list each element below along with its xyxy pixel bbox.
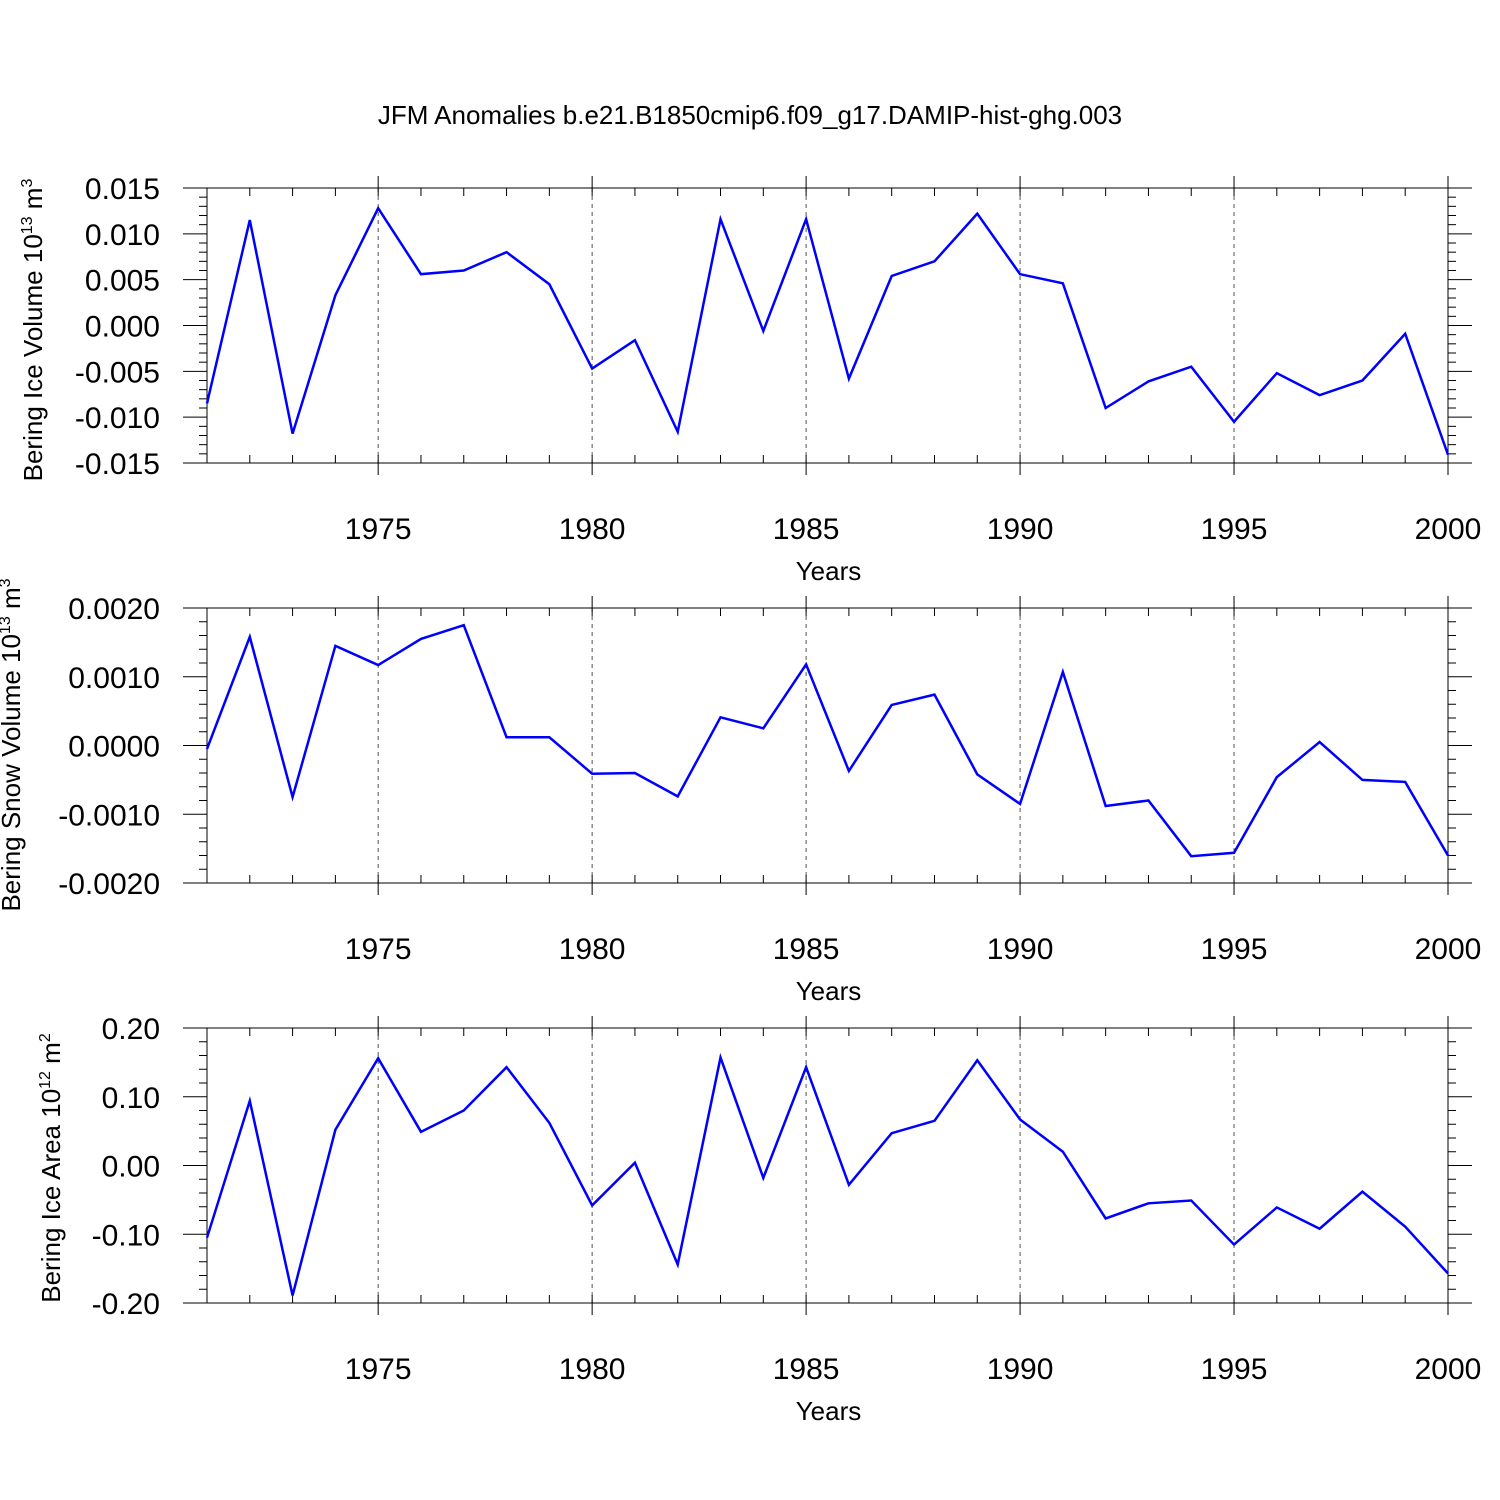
y-tick-label: -0.0020 bbox=[58, 868, 160, 901]
plot-frame bbox=[206, 607, 1449, 884]
figure-title: JFM Anomalies b.e21.B1850cmip6.f09_g17.D… bbox=[378, 100, 1122, 130]
x-axis-label: Years bbox=[796, 976, 862, 1006]
y-tick-label: 0.10 bbox=[102, 1082, 160, 1115]
plot-frame bbox=[206, 1027, 1449, 1304]
x-tick-label: 1995 bbox=[1201, 1353, 1268, 1386]
y-tick-label: -0.010 bbox=[75, 402, 160, 435]
x-tick-label: 2000 bbox=[1415, 933, 1482, 966]
y-tick-label: -0.015 bbox=[75, 448, 160, 481]
y-tick-label: -0.20 bbox=[92, 1288, 160, 1321]
y-tick-label: 0.00 bbox=[102, 1151, 160, 1184]
y-tick-label: 0.0010 bbox=[68, 662, 160, 695]
x-tick-label: 1990 bbox=[987, 933, 1054, 966]
x-tick-label: 2000 bbox=[1415, 1353, 1482, 1386]
y-tick-label: -0.10 bbox=[92, 1219, 160, 1252]
x-tick-label: 1980 bbox=[559, 513, 626, 546]
y-axis-label: Bering Snow Volume 1013 m3 bbox=[0, 578, 26, 911]
x-tick-label: 1975 bbox=[345, 513, 412, 546]
y-axis-label: Bering Ice Volume 1013 m3 bbox=[18, 179, 48, 482]
x-tick-label: 2000 bbox=[1415, 513, 1482, 546]
data-line bbox=[205, 1052, 1449, 1296]
y-tick-label: 0.0000 bbox=[68, 731, 160, 764]
panel-3: 1975 1980 1985 1990 1995 2000 -0.20 -0.10 0.00 0.… bbox=[36, 1013, 1481, 1426]
x-tick-label: 1985 bbox=[773, 1353, 840, 1386]
y-tick-label: -0.0010 bbox=[58, 799, 160, 832]
x-axis-label: Years bbox=[796, 1396, 862, 1426]
panel-1: 1975 1980 1985 1990 1995 2000 -0.015 -0.010 -0.0… bbox=[18, 173, 1481, 586]
y-tick-label: 0.015 bbox=[85, 173, 160, 206]
x-tick-label: 1990 bbox=[987, 1353, 1054, 1386]
x-tick-label: 1980 bbox=[559, 1353, 626, 1386]
y-axis-label: Bering Ice Area 1012 m2 bbox=[36, 1033, 66, 1303]
y-tick-label: 0.000 bbox=[85, 311, 160, 344]
x-tick-label: 1995 bbox=[1201, 933, 1268, 966]
x-tick-label: 1985 bbox=[773, 933, 840, 966]
x-axis-label: Years bbox=[796, 556, 862, 586]
panel-2: 1975 1980 1985 1990 1995 2000 -0.0020 -0.0010 0.… bbox=[0, 578, 1481, 1006]
x-tick-label: 1985 bbox=[773, 513, 840, 546]
y-tick-label: 0.20 bbox=[102, 1013, 160, 1046]
data-line bbox=[205, 623, 1450, 858]
x-tick-label: 1995 bbox=[1201, 513, 1268, 546]
x-tick-label: 1990 bbox=[987, 513, 1054, 546]
x-tick-label: 1975 bbox=[345, 1353, 412, 1386]
y-tick-label: -0.005 bbox=[75, 356, 160, 389]
plot-frame bbox=[206, 187, 1449, 464]
y-tick-label: 0.005 bbox=[85, 265, 160, 298]
y-tick-label: 0.010 bbox=[85, 219, 160, 252]
y-tick-label: 0.0020 bbox=[68, 593, 160, 626]
data-line bbox=[205, 205, 1450, 456]
x-tick-label: 1980 bbox=[559, 933, 626, 966]
x-tick-label: 1975 bbox=[345, 933, 412, 966]
